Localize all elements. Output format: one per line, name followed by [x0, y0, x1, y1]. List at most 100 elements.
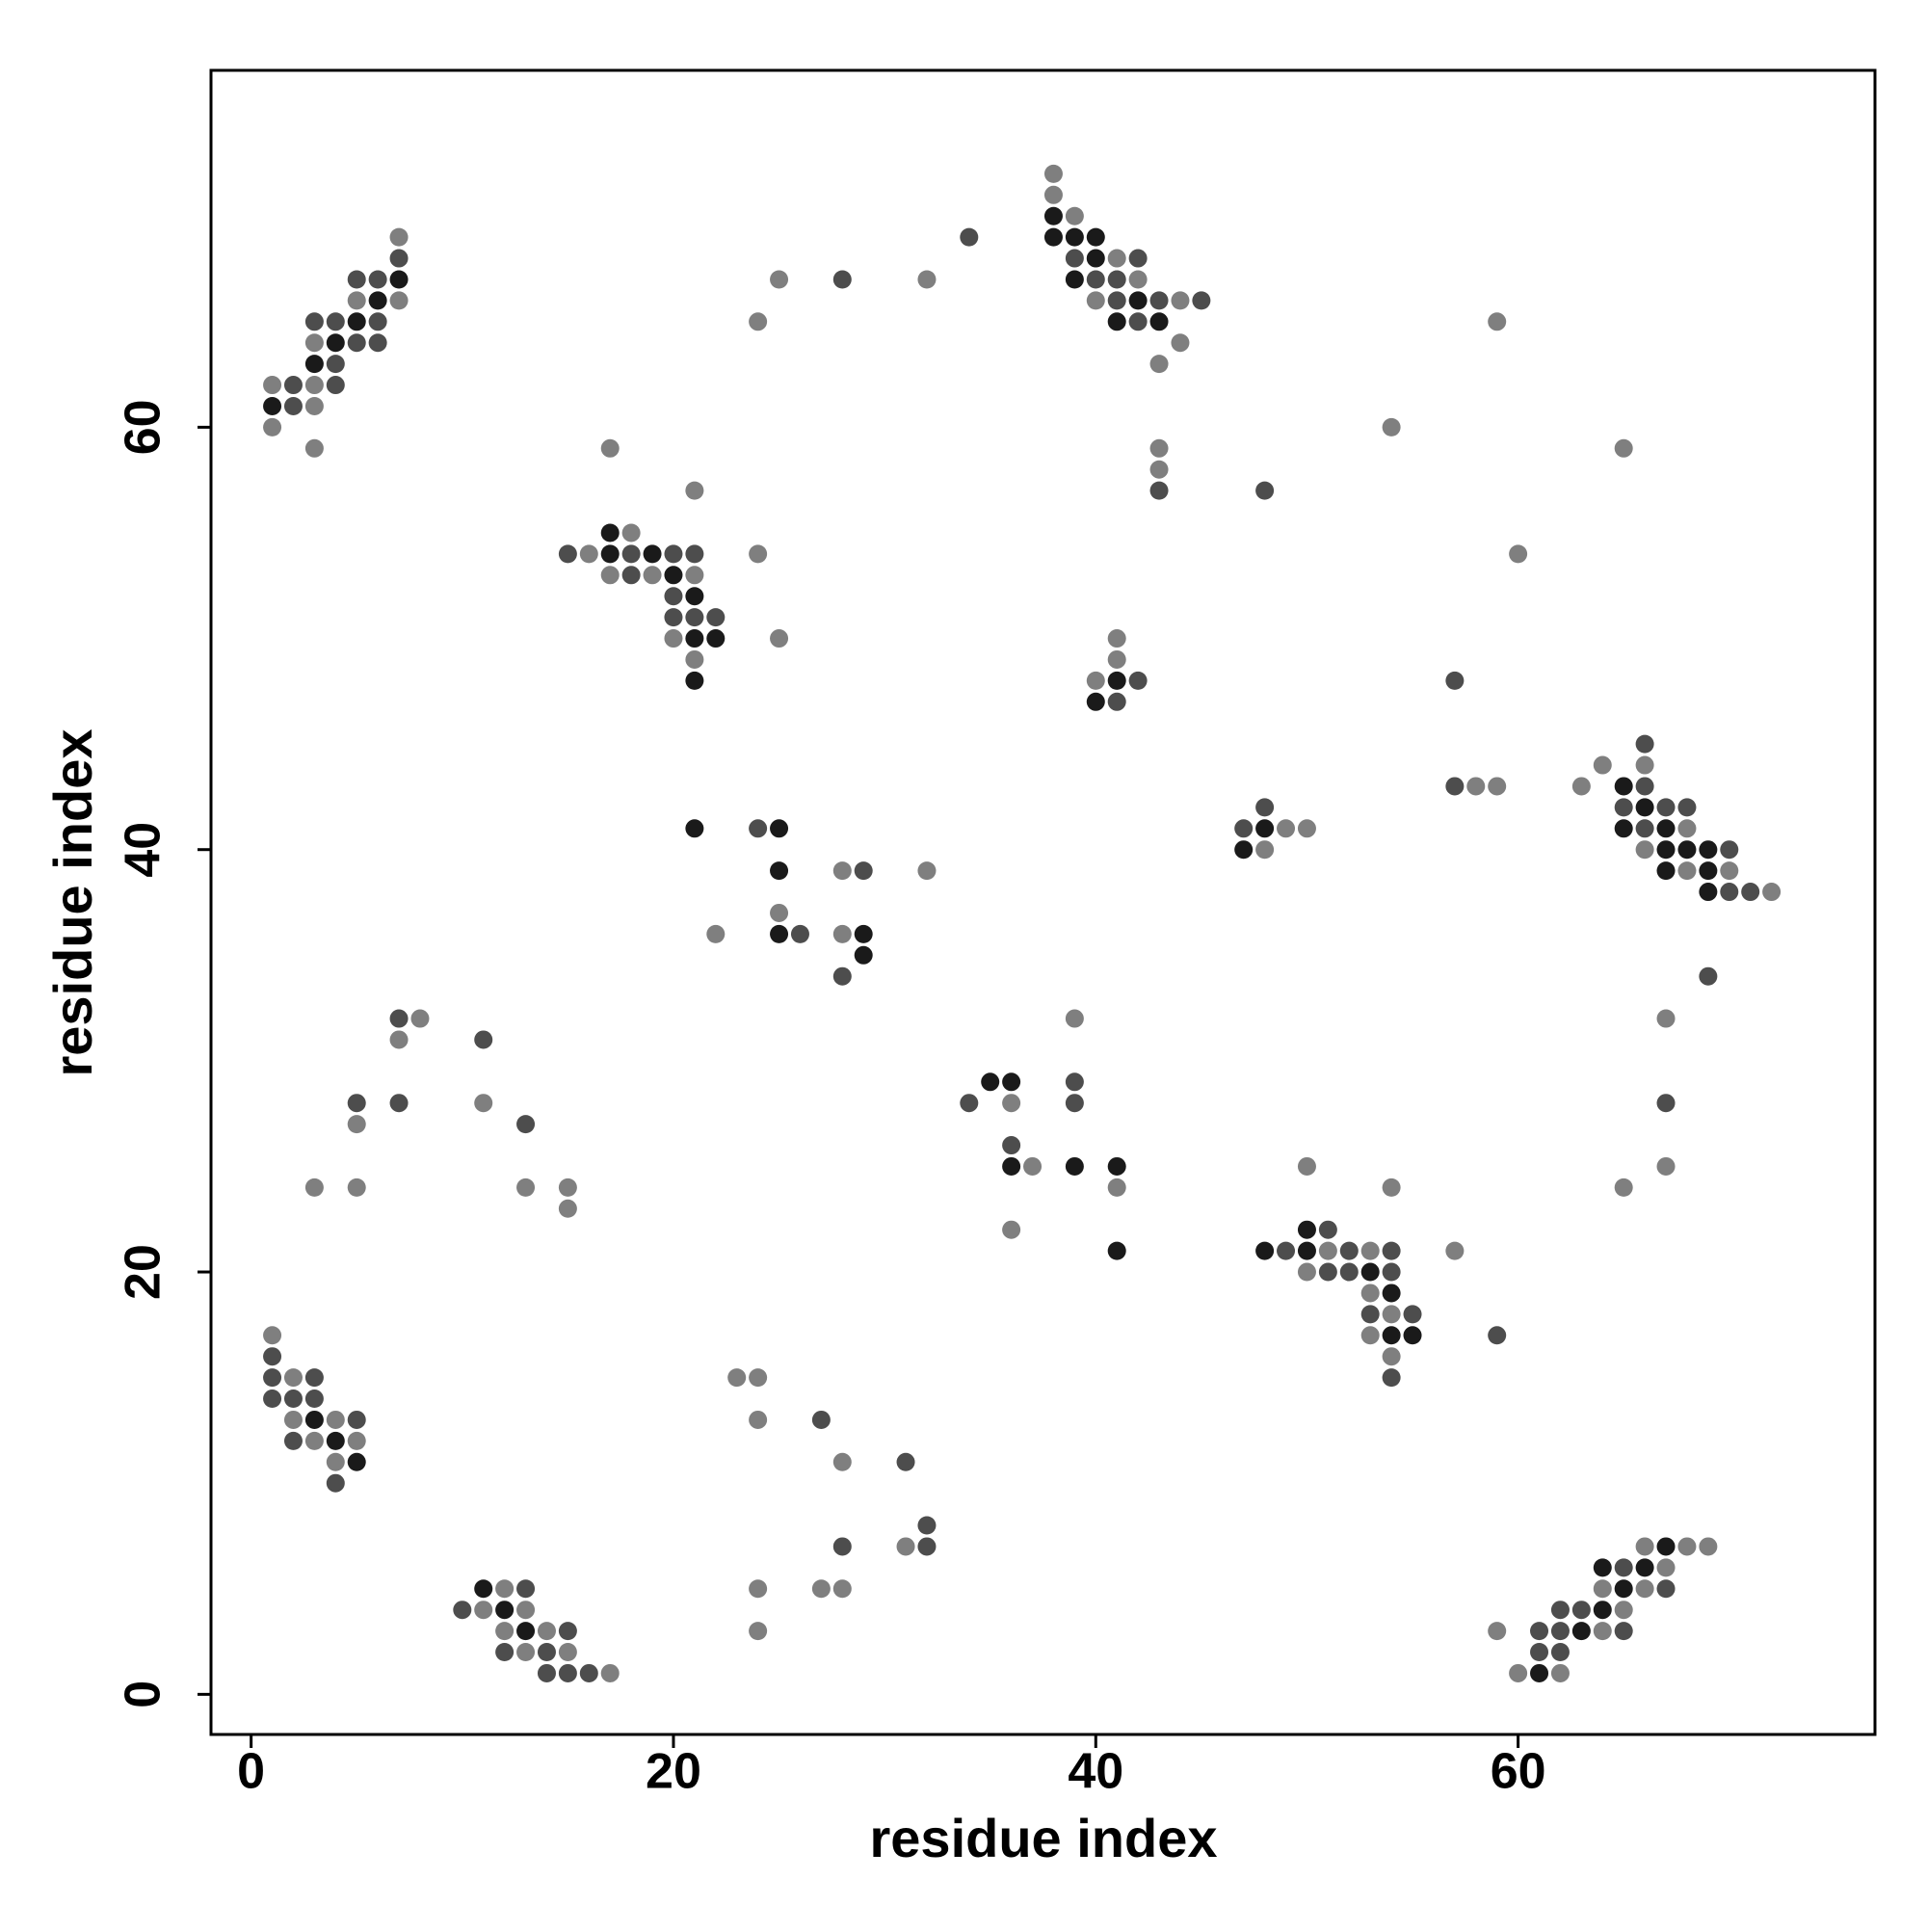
point [368, 312, 387, 331]
point [1149, 438, 1169, 458]
point [1530, 1663, 1549, 1682]
point [1614, 798, 1633, 817]
point [685, 566, 704, 585]
point [1593, 755, 1612, 775]
point [1530, 1622, 1549, 1641]
point [389, 1030, 409, 1049]
point [1297, 1262, 1316, 1282]
point [304, 333, 324, 353]
point [1382, 1368, 1401, 1388]
point [770, 861, 789, 881]
point [558, 1643, 577, 1662]
point [1149, 291, 1169, 310]
point [1086, 692, 1105, 711]
point [1488, 1622, 1507, 1641]
point [749, 1368, 768, 1388]
point [516, 1115, 536, 1134]
point [1656, 861, 1676, 881]
point [495, 1579, 515, 1599]
point [1614, 1622, 1633, 1641]
point [685, 629, 704, 648]
point [1635, 755, 1654, 775]
point [1065, 1009, 1084, 1028]
point [664, 587, 683, 606]
point [1656, 840, 1676, 860]
point [283, 1389, 303, 1409]
point [389, 1009, 409, 1028]
point [474, 1030, 493, 1049]
point [1677, 861, 1697, 881]
point [1086, 270, 1105, 289]
point [1762, 883, 1782, 902]
point [1635, 1579, 1654, 1599]
point [1360, 1262, 1380, 1282]
point [1234, 840, 1254, 860]
point [1192, 291, 1211, 310]
point [558, 1199, 577, 1218]
point [326, 312, 345, 331]
point [960, 1094, 979, 1113]
point [304, 438, 324, 458]
point [1635, 777, 1654, 796]
point [1255, 798, 1275, 817]
point [685, 608, 704, 627]
point [600, 523, 620, 543]
point [1107, 270, 1126, 289]
point [1635, 819, 1654, 838]
point [770, 819, 789, 838]
point [685, 819, 704, 838]
point [263, 376, 282, 395]
point [1593, 1601, 1612, 1620]
point [1550, 1601, 1570, 1620]
point [263, 1326, 282, 1345]
point [516, 1601, 536, 1620]
point [832, 861, 852, 881]
point [1360, 1241, 1380, 1260]
point [1360, 1326, 1380, 1345]
point [558, 1622, 577, 1641]
point [1107, 671, 1126, 690]
point [664, 608, 683, 627]
point [1677, 819, 1697, 838]
point [1677, 840, 1697, 860]
point [263, 1368, 282, 1388]
point [558, 544, 577, 564]
y-tick-label: 0 [116, 1681, 172, 1708]
point [516, 1178, 536, 1197]
point [453, 1601, 472, 1620]
point [1488, 312, 1507, 331]
point [1550, 1622, 1570, 1641]
point [896, 1537, 915, 1556]
point [1149, 460, 1169, 479]
point [347, 1452, 366, 1471]
point [1107, 312, 1126, 331]
point [1065, 270, 1084, 289]
point [1297, 1241, 1316, 1260]
point [1360, 1284, 1380, 1303]
point [1128, 291, 1148, 310]
point [347, 1410, 366, 1429]
point [1614, 777, 1633, 796]
point [1656, 1579, 1676, 1599]
point [1234, 819, 1254, 838]
x-tick-label: 0 [237, 1744, 265, 1800]
point [1318, 1262, 1337, 1282]
point [664, 544, 683, 564]
point [283, 1368, 303, 1388]
x-tick-label: 60 [1491, 1744, 1546, 1800]
x-tick-label: 40 [1068, 1744, 1123, 1800]
point [326, 333, 345, 353]
point [1277, 1241, 1296, 1260]
point [1466, 777, 1486, 796]
point [621, 523, 641, 543]
point [1550, 1643, 1570, 1662]
point [1277, 819, 1296, 838]
point [1382, 1178, 1401, 1197]
point [854, 861, 873, 881]
point [389, 227, 409, 247]
point [1614, 1601, 1633, 1620]
point [1571, 1601, 1591, 1620]
point [516, 1622, 536, 1641]
point [1699, 840, 1718, 860]
point [1635, 840, 1654, 860]
